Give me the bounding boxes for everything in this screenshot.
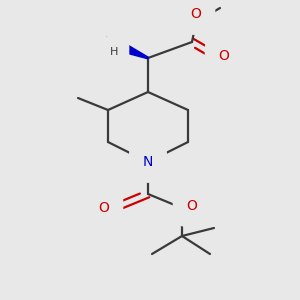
- Polygon shape: [107, 36, 148, 59]
- Text: O: O: [190, 7, 201, 21]
- Text: N: N: [105, 35, 115, 49]
- Text: O: O: [187, 199, 197, 213]
- Text: O: O: [99, 201, 110, 215]
- Text: O: O: [219, 49, 230, 63]
- Text: H: H: [110, 47, 118, 57]
- Text: N: N: [143, 155, 153, 169]
- Text: H: H: [98, 27, 106, 37]
